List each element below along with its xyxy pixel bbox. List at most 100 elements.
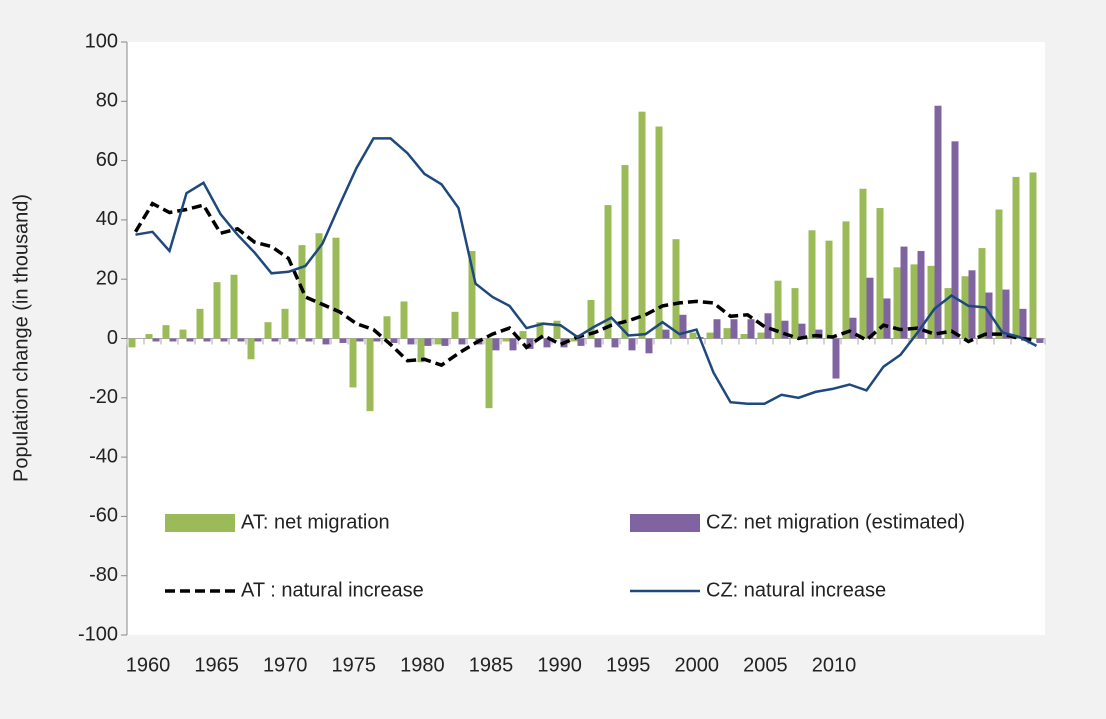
bar (441, 338, 449, 346)
bar (305, 338, 313, 342)
y-axis-label: Population change (in thousand) (10, 194, 32, 482)
bar (145, 334, 153, 339)
line (134, 201, 1037, 368)
bar (798, 323, 806, 339)
bar (254, 338, 262, 342)
bar (876, 208, 884, 339)
bar (842, 221, 850, 339)
bar (485, 338, 493, 409)
bar (774, 280, 782, 339)
y-tick-label: -100 (78, 623, 118, 645)
bar (757, 332, 765, 339)
bar (570, 338, 578, 342)
bar (1002, 289, 1010, 339)
y-tick-label: -80 (89, 564, 118, 586)
bar (910, 264, 918, 339)
bar (128, 338, 136, 348)
y-tick-label: -20 (89, 386, 118, 408)
bar (213, 282, 221, 339)
line (135, 137, 1038, 405)
bar (281, 308, 289, 339)
y-tick-label: 100 (85, 30, 118, 52)
bar (883, 298, 891, 339)
bar (849, 317, 857, 339)
x-tick-label: 1985 (469, 654, 514, 676)
bar (169, 338, 177, 342)
bar (536, 322, 544, 339)
bar (662, 329, 670, 339)
y-tick-label: 60 (96, 149, 118, 171)
bar (781, 320, 789, 339)
bar (509, 338, 517, 351)
bar (315, 233, 323, 339)
bar (978, 248, 986, 339)
bar (502, 338, 510, 342)
y-tick-label: 20 (96, 267, 118, 289)
bar (638, 111, 646, 339)
bar (390, 338, 398, 343)
bar (917, 251, 925, 339)
bar (934, 105, 942, 339)
bar (747, 319, 755, 339)
bar (1019, 308, 1027, 339)
x-tick-label: 1970 (263, 654, 308, 676)
legend-label: CZ: net migration (estimated) (706, 511, 965, 533)
bar (611, 338, 619, 348)
bar (1012, 176, 1020, 339)
bar (271, 338, 279, 342)
y-tick-label: 40 (96, 208, 118, 230)
bar (577, 338, 585, 346)
x-tick-label: 1995 (606, 654, 651, 676)
bar (730, 319, 738, 339)
bar (645, 338, 653, 354)
y-tick-label: -60 (89, 505, 118, 527)
bar (825, 240, 833, 339)
x-tick-label: 1975 (332, 654, 377, 676)
bar (332, 237, 340, 339)
legend-swatch (630, 514, 700, 532)
bar (349, 338, 357, 388)
bar (424, 338, 432, 346)
bar (458, 338, 466, 345)
bar (152, 338, 160, 342)
bar (220, 338, 228, 342)
bar (791, 288, 799, 339)
bar (655, 126, 663, 339)
bar (288, 338, 296, 342)
bar (407, 338, 415, 345)
legend-label: AT : natural increase (241, 579, 424, 601)
bar (621, 165, 629, 339)
x-tick-label: 2010 (812, 654, 857, 676)
bar (519, 331, 527, 339)
bar (866, 277, 874, 339)
bar (832, 338, 840, 379)
bar (434, 338, 442, 345)
bar (366, 338, 374, 412)
bar (247, 338, 255, 360)
bar (373, 338, 381, 342)
bar (162, 325, 170, 339)
bar (672, 239, 680, 339)
bar (968, 270, 976, 339)
bar (604, 205, 612, 339)
bar (764, 313, 772, 339)
x-tick-label: 1965 (194, 654, 239, 676)
bar (468, 251, 476, 339)
bar (900, 246, 908, 339)
x-tick-label: 1960 (126, 654, 171, 676)
bar (740, 334, 748, 339)
bar (230, 274, 238, 339)
y-tick-label: 0 (107, 327, 118, 349)
bar (186, 338, 194, 342)
bar (723, 328, 731, 339)
bar (400, 301, 408, 339)
legend-swatch (165, 514, 235, 532)
bar (417, 338, 425, 363)
bar (587, 299, 595, 339)
bar (961, 276, 969, 339)
bar (706, 332, 714, 339)
bar (356, 338, 364, 342)
bar (543, 338, 551, 348)
x-tick-label: 2005 (743, 654, 788, 676)
